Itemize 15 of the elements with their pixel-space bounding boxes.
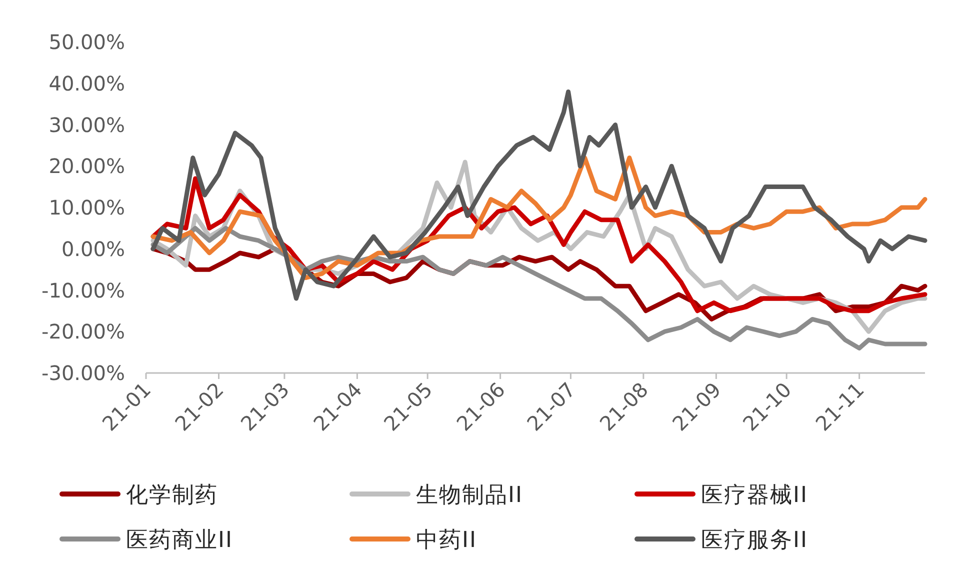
- y-tick-label: 20.00%: [48, 154, 125, 178]
- legend-label: 医疗服务II: [701, 528, 808, 553]
- y-tick-label: 40.00%: [48, 71, 125, 96]
- y-tick-label: -20.00%: [42, 320, 125, 344]
- y-tick-label: 30.00%: [48, 112, 125, 137]
- legend-label: 生物制品II: [416, 483, 523, 508]
- legend-label: 医药商业II: [126, 528, 233, 553]
- y-tick-label: -30.00%: [42, 361, 125, 385]
- y-tick-label: 0.00%: [61, 236, 125, 261]
- legend-label: 中药II: [416, 528, 477, 553]
- y-tick-label: 50.00%: [48, 30, 125, 54]
- y-tick-label: 10.00%: [48, 196, 125, 220]
- legend-label: 化学制药: [126, 483, 218, 508]
- y-tick-label: -10.00%: [42, 278, 125, 302]
- legend-label: 医疗器械II: [701, 483, 808, 508]
